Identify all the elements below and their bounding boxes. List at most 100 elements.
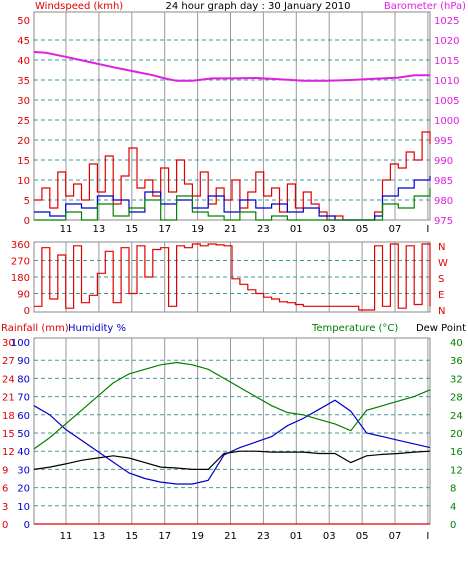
time-tick-label: 01	[290, 224, 303, 235]
humidity-y-tick: 80	[17, 374, 30, 385]
humidity-label: Humidity %	[68, 323, 126, 334]
time-tick-label: I	[426, 531, 429, 542]
time-tick-label: 05	[356, 531, 369, 542]
time-tick-label: 05	[356, 224, 369, 235]
rain-y-tick: 30	[2, 338, 15, 349]
time-tick-label: 03	[323, 531, 336, 542]
rain-y-tick: 27	[2, 356, 15, 367]
compass-label: S	[438, 274, 444, 285]
series-humidity	[33, 399, 431, 485]
dir-y-tick: 270	[11, 257, 30, 268]
wind-y-tick: 15	[17, 156, 30, 167]
humidity-y-tick: 70	[17, 393, 30, 404]
wind-y-tick: 40	[17, 56, 30, 67]
humidity-y-tick: 20	[17, 484, 30, 495]
series-barometer	[33, 51, 430, 82]
rainfall-label: Rainfall (mm)	[1, 323, 69, 334]
temp-y-tick: 28	[450, 393, 463, 404]
dir-y-tick: 180	[11, 273, 30, 284]
header-center: 24 hour graph day : 30 January 2010	[166, 1, 351, 12]
baro-y-tick: 1015	[434, 56, 459, 67]
humidity-y-tick: 60	[17, 411, 30, 422]
time-tick-label: 15	[125, 531, 138, 542]
baro-y-tick: 980	[434, 196, 453, 207]
wind-y-tick: 50	[17, 16, 30, 27]
rain-y-tick: 6	[2, 484, 8, 495]
baro-y-tick: 995	[434, 136, 453, 147]
humidity-y-tick: 100	[11, 338, 30, 349]
time-tick-label: 11	[60, 224, 73, 235]
rain-y-tick: 9	[2, 465, 8, 476]
time-tick-label: 01	[290, 531, 303, 542]
compass-label: N	[438, 242, 445, 253]
temp-y-tick: 4	[450, 502, 456, 513]
temp-y-tick: 8	[450, 484, 456, 495]
humidity-y-tick: 30	[17, 465, 30, 476]
series-direction	[34, 243, 431, 311]
compass-label: W	[438, 258, 448, 269]
time-tick-label: 15	[125, 224, 138, 235]
rain-y-tick: 21	[2, 393, 15, 404]
temp-y-tick: 20	[450, 429, 463, 440]
humidity-y-tick: 40	[17, 447, 30, 458]
humidity-y-tick: 10	[17, 502, 30, 513]
temp-y-tick: 16	[450, 447, 463, 458]
rain-y-tick: 15	[2, 429, 15, 440]
time-tick-label: 17	[158, 531, 171, 542]
time-tick-label: 21	[224, 531, 237, 542]
time-tick-label: 13	[93, 531, 106, 542]
header-left: Windspeed (kmh)	[35, 1, 123, 12]
time-tick-label: 23	[257, 531, 270, 542]
series-temperature	[33, 361, 431, 450]
baro-y-tick: 975	[434, 216, 453, 227]
baro-y-tick: 1010	[434, 76, 459, 87]
time-tick-label: 07	[389, 224, 402, 235]
temp-y-tick: 0	[450, 520, 456, 531]
dir-y-tick: 360	[11, 240, 30, 251]
wind-y-tick: 20	[17, 136, 30, 147]
temperature-label: Temperature (°C)	[311, 323, 398, 334]
temp-y-tick: 12	[450, 465, 463, 476]
compass-label: N	[438, 306, 445, 317]
wind-y-tick: 30	[17, 96, 30, 107]
time-tick-label: 13	[93, 224, 106, 235]
time-tick-label: I	[426, 224, 429, 235]
time-tick-label: 21	[224, 224, 237, 235]
rain-y-tick: 3	[2, 502, 8, 513]
dir-y-tick: 90	[17, 290, 30, 301]
series-lowest	[34, 188, 431, 221]
time-tick-label: 19	[191, 224, 204, 235]
dir-y-tick: 0	[24, 306, 30, 317]
humidity-y-tick: 50	[17, 429, 30, 440]
temp-y-tick: 32	[450, 374, 463, 385]
rain-y-tick: 24	[2, 374, 15, 385]
rain-y-tick: 18	[2, 411, 15, 422]
dewpoint-label: Dew Point	[416, 323, 466, 334]
rain-y-tick: 12	[2, 447, 15, 458]
baro-y-tick: 990	[434, 156, 453, 167]
rain-y-tick: 0	[2, 520, 8, 531]
baro-y-tick: 1025	[434, 16, 459, 27]
humidity-y-tick: 90	[17, 356, 30, 367]
time-tick-label: 23	[257, 224, 270, 235]
series-dewpoint	[33, 450, 431, 470]
temp-panel-frame	[33, 337, 431, 525]
temp-y-tick: 40	[450, 338, 463, 349]
humidity-y-tick: 0	[24, 520, 30, 531]
baro-y-tick: 1000	[434, 116, 459, 127]
time-tick-label: 19	[191, 531, 204, 542]
wind-y-tick: 35	[17, 76, 30, 87]
compass-label: E	[438, 290, 444, 301]
baro-y-tick: 1020	[434, 36, 459, 47]
baro-y-tick: 1005	[434, 96, 459, 107]
time-tick-label: 17	[158, 224, 171, 235]
time-tick-label: 11	[60, 531, 73, 542]
wind-y-tick: 45	[17, 36, 30, 47]
wind-y-tick: 10	[17, 176, 30, 187]
baro-y-tick: 985	[434, 176, 453, 187]
wind-y-tick: 0	[24, 216, 30, 227]
temp-y-tick: 24	[450, 411, 463, 422]
time-tick-label: 03	[323, 224, 336, 235]
wind-y-tick: 5	[24, 196, 30, 207]
